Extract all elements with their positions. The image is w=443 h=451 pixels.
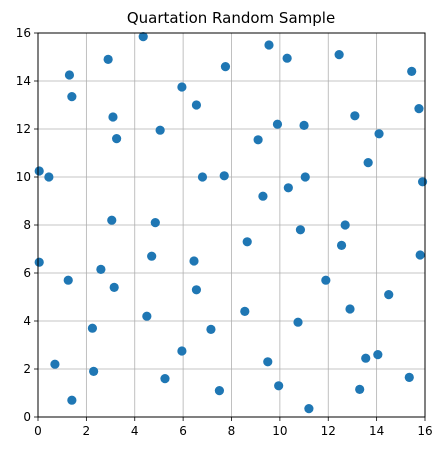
scatter-point — [304, 404, 314, 414]
x-tick-label: 16 — [417, 424, 432, 438]
scatter-point — [407, 66, 417, 76]
scatter-point — [34, 257, 44, 267]
scatter-point — [214, 386, 225, 396]
x-tick-label: 14 — [369, 424, 384, 438]
y-tick-label: 8 — [23, 218, 31, 232]
scatter-point — [263, 357, 273, 367]
scatter-point — [384, 290, 394, 300]
x-tick-label: 10 — [272, 424, 287, 438]
scatter-point — [107, 215, 117, 225]
y-tick-label: 4 — [23, 314, 31, 328]
scatter-point — [336, 240, 347, 250]
y-tick-label: 14 — [16, 74, 31, 88]
scatter-point — [50, 359, 60, 369]
scatter-point — [191, 100, 202, 110]
scatter-point — [67, 92, 77, 102]
chart-title: Quartation Random Sample — [127, 9, 335, 27]
scatter-point — [147, 251, 157, 261]
scatter-point — [340, 220, 350, 230]
scatter-point — [160, 374, 170, 384]
scatter-point — [138, 31, 148, 42]
scatter-point — [87, 323, 98, 333]
scatter-point — [177, 346, 187, 356]
scatter-point — [345, 304, 355, 314]
scatter-point — [96, 264, 106, 274]
x-tick-label: 4 — [131, 424, 139, 438]
scatter-point — [206, 324, 216, 334]
scatter-point — [253, 135, 263, 145]
scatter-point — [293, 317, 303, 327]
scatter-point — [64, 70, 75, 80]
y-tick-label: 16 — [16, 26, 31, 40]
scatter-point — [219, 171, 229, 181]
scatter-point — [355, 384, 365, 394]
scatter-point — [295, 225, 306, 235]
scatter-point — [44, 172, 54, 182]
data-points — [34, 31, 428, 414]
scatter-point — [415, 250, 425, 260]
x-tick-label: 2 — [83, 424, 91, 438]
scatter-point — [177, 82, 187, 92]
scatter-point — [67, 395, 77, 405]
scatter-point — [282, 53, 292, 63]
scatter-point — [240, 306, 250, 316]
scatter-point — [258, 191, 268, 201]
scatter-point — [350, 111, 360, 121]
scatter-point — [274, 381, 284, 391]
scatter-point — [63, 275, 73, 285]
x-tick-label: 0 — [34, 424, 42, 438]
scatter-point — [109, 282, 119, 292]
scatter-point — [414, 104, 424, 114]
x-tick-label: 8 — [228, 424, 236, 438]
scatter-point — [108, 112, 118, 122]
scatter-point — [150, 218, 160, 228]
scatter-point — [197, 172, 208, 182]
scatter-point — [89, 366, 99, 376]
x-axis-ticks: 0 2 4 6 8 10 12 14 16 — [34, 417, 433, 438]
scatter-point — [264, 40, 274, 50]
scatter-point — [361, 353, 371, 363]
x-tick-label: 6 — [179, 424, 187, 438]
scatter-point — [404, 372, 414, 382]
x-tick-label: 12 — [321, 424, 336, 438]
scatter-point — [283, 183, 293, 193]
y-tick-label: 6 — [23, 266, 31, 280]
scatter-point — [103, 54, 113, 64]
scatter-point — [417, 177, 428, 187]
scatter-point — [191, 285, 202, 295]
y-tick-label: 10 — [16, 170, 31, 184]
scatter-point — [373, 350, 383, 360]
scatter-point — [300, 172, 310, 182]
scatter-point — [142, 311, 152, 321]
scatter-point — [34, 166, 44, 176]
scatter-point — [321, 275, 331, 285]
scatter-point — [272, 119, 283, 129]
scatter-point — [189, 256, 199, 266]
scatter-point — [334, 50, 344, 60]
scatter-point — [220, 62, 231, 72]
y-tick-label: 0 — [23, 410, 31, 424]
y-axis-ticks: 0 2 4 6 8 10 12 14 16 — [16, 26, 38, 424]
scatter-point — [242, 237, 252, 247]
scatter-point — [374, 129, 384, 139]
scatter-point — [299, 120, 309, 130]
scatter-point — [363, 158, 373, 168]
scatter-point — [112, 134, 122, 144]
y-tick-label: 12 — [16, 122, 31, 136]
y-tick-label: 2 — [23, 362, 31, 376]
scatter-point — [155, 125, 165, 135]
